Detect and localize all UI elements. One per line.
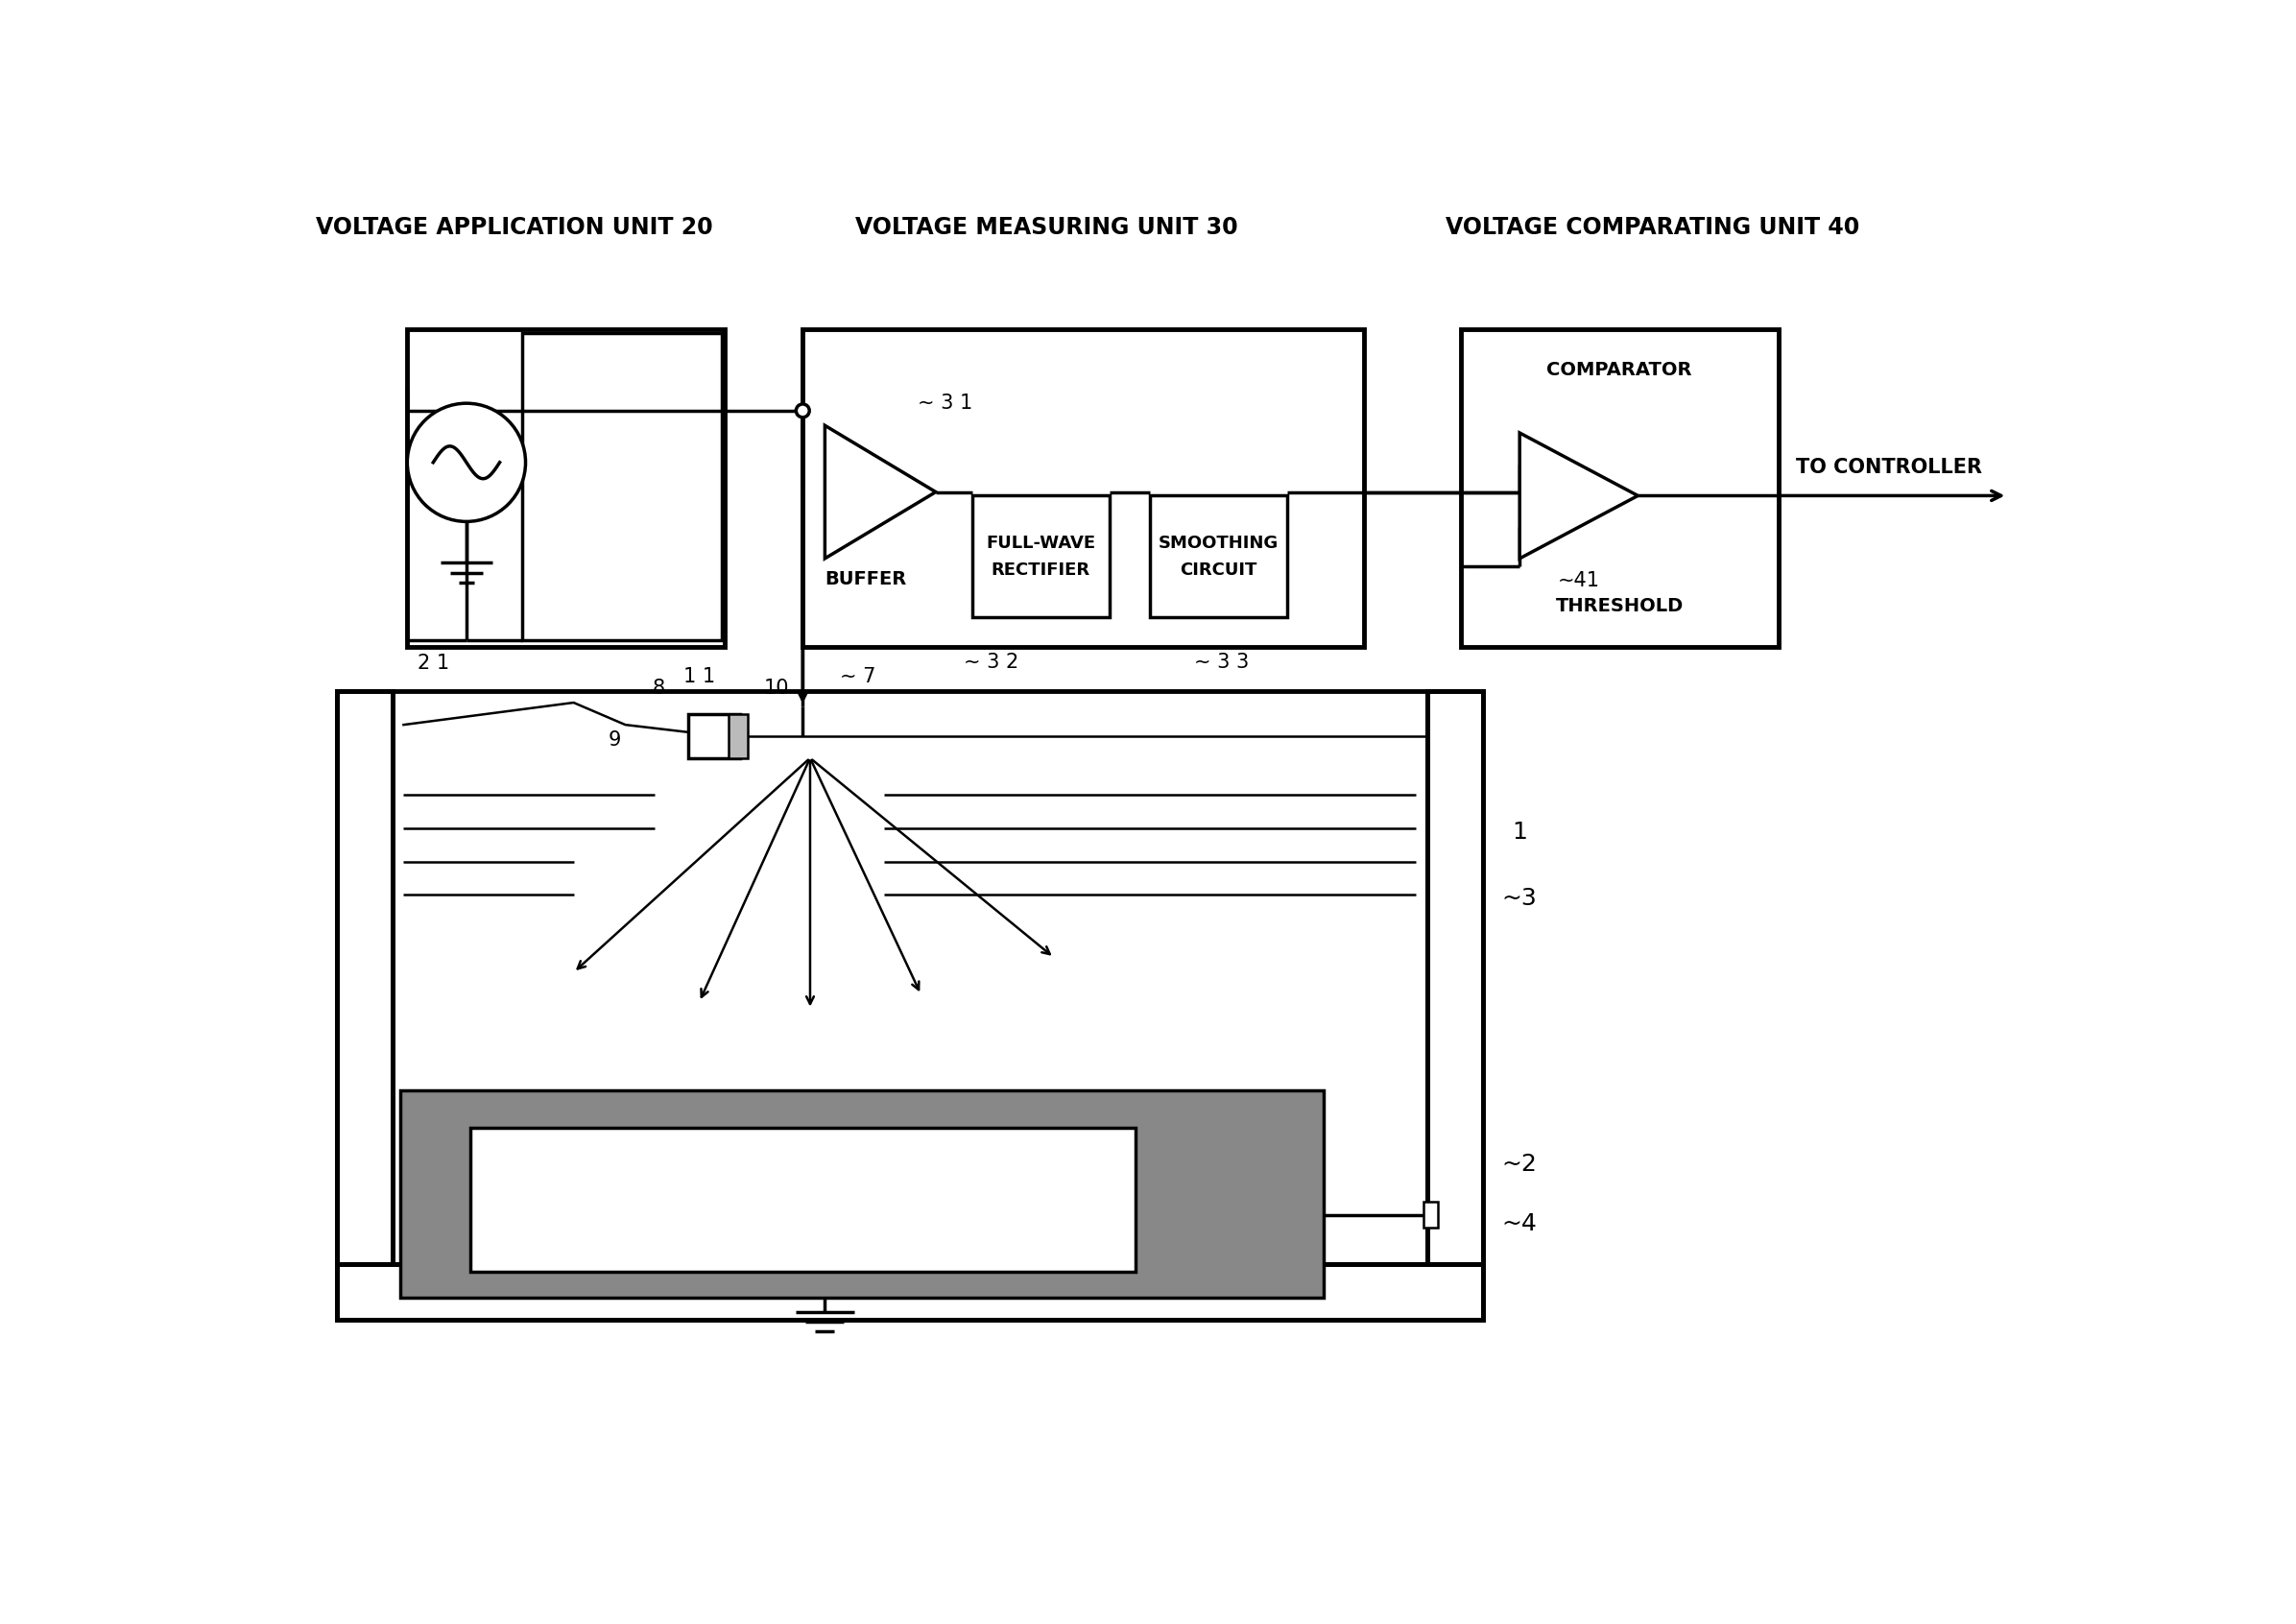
Text: 2 1: 2 1 [418, 654, 450, 672]
Text: VOLTAGE COMPARATING UNIT 40: VOLTAGE COMPARATING UNIT 40 [1446, 216, 1860, 239]
Bar [728, 713, 746, 758]
Text: ~ 3 1: ~ 3 1 [918, 393, 971, 412]
Text: VOLTAGE APPLICATION UNIT 20: VOLTAGE APPLICATION UNIT 20 [317, 216, 714, 239]
Text: ~3: ~3 [1502, 887, 1538, 909]
Text: COMPARATOR: COMPARATOR [1548, 361, 1692, 378]
Bar [338, 692, 393, 1320]
Circle shape [797, 404, 810, 417]
Bar [400, 1091, 1325, 1298]
Bar [1428, 692, 1483, 1320]
Text: RECTIFIER: RECTIFIER [992, 562, 1091, 580]
Text: ~ 7: ~ 7 [840, 667, 875, 687]
Circle shape [406, 403, 526, 521]
Text: VOLTAGE MEASURING UNIT 30: VOLTAGE MEASURING UNIT 30 [856, 216, 1238, 239]
Text: 10: 10 [765, 679, 790, 697]
Text: BUFFER: BUFFER [824, 570, 907, 588]
Text: ~ 3 2: ~ 3 2 [964, 653, 1019, 672]
Text: 1: 1 [1513, 820, 1527, 843]
Bar [406, 330, 726, 648]
Text: 9: 9 [608, 729, 620, 749]
Bar [974, 495, 1109, 617]
Text: FULL-WAVE: FULL-WAVE [985, 534, 1095, 552]
Bar [338, 692, 393, 1320]
Bar [804, 330, 1364, 648]
Bar [471, 1127, 1134, 1272]
Bar [338, 1265, 1483, 1320]
Text: ~2: ~2 [1502, 1153, 1538, 1176]
Bar [1428, 692, 1483, 1320]
Bar [1150, 495, 1286, 617]
Bar [1460, 330, 1779, 648]
Text: ~ 3 3: ~ 3 3 [1194, 653, 1249, 672]
Text: SMOOTHING: SMOOTHING [1157, 534, 1279, 552]
Bar [1428, 692, 1483, 1320]
Text: 1 1: 1 1 [684, 667, 714, 687]
Text: CIRCUIT: CIRCUIT [1180, 562, 1256, 580]
Text: ~4: ~4 [1502, 1212, 1538, 1236]
Polygon shape [1520, 434, 1637, 559]
Text: TO CONTROLLER: TO CONTROLLER [1795, 458, 1981, 477]
Bar [1424, 1202, 1437, 1228]
Bar [521, 333, 721, 640]
Polygon shape [824, 425, 937, 559]
Bar [338, 1265, 1483, 1320]
Bar [338, 1265, 1483, 1320]
Text: 8: 8 [652, 679, 666, 697]
Bar [338, 692, 393, 1320]
Bar [689, 713, 739, 758]
Text: THRESHOLD: THRESHOLD [1554, 598, 1683, 615]
Text: ~41: ~41 [1557, 572, 1600, 590]
